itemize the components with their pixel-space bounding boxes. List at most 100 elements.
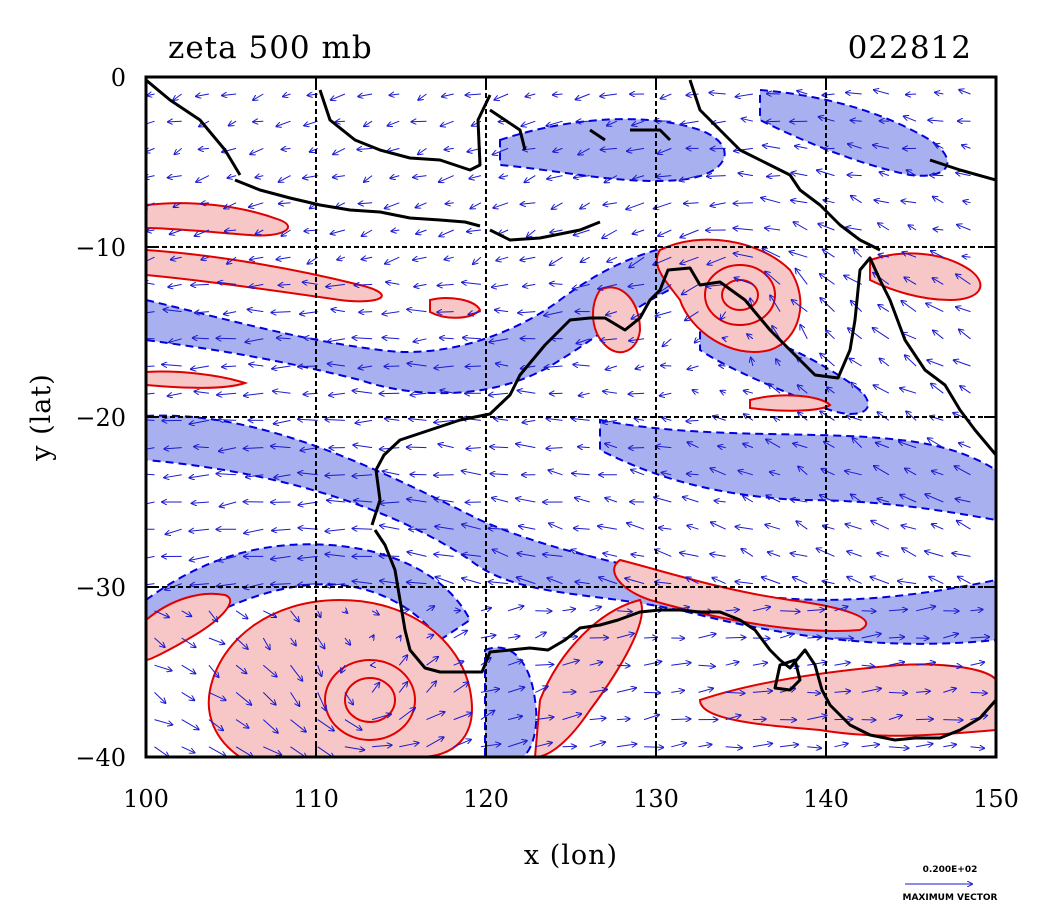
wind-vector [734, 148, 753, 151]
wind-vector [725, 715, 741, 721]
wind-vector [222, 366, 237, 367]
wind-vector [516, 498, 536, 503]
wind-vector [725, 637, 746, 638]
wind-vector [326, 284, 345, 286]
wind-vector [789, 252, 808, 258]
wind-vector [957, 225, 971, 231]
wind-vector [846, 524, 862, 530]
wind-vector [698, 634, 716, 639]
wind-vector [744, 391, 754, 394]
wind-vector [603, 553, 618, 556]
wind-vector [345, 611, 347, 613]
wind-vector [380, 393, 400, 394]
wind-vector [190, 584, 209, 586]
wind-vector [441, 120, 454, 126]
wind-vector [520, 257, 536, 260]
wind-vector [195, 229, 210, 236]
wind-vector [235, 719, 248, 728]
wind-vector [955, 466, 971, 476]
wind-vector [693, 390, 699, 393]
wind-vector [516, 444, 536, 449]
wind-vector [273, 391, 291, 393]
wind-vector [521, 203, 536, 204]
wind-vector [770, 472, 781, 475]
wind-vector [154, 746, 169, 757]
wind-vector [656, 311, 672, 316]
wind-vector [874, 385, 890, 394]
contour-ring [344, 677, 396, 723]
wind-vector [734, 203, 753, 204]
wind-vector [526, 94, 536, 97]
wind-vector [723, 338, 726, 339]
wind-vector [442, 94, 454, 97]
wind-vector [661, 365, 672, 366]
wind-vector [358, 94, 373, 97]
wind-vector [598, 283, 618, 288]
wind-vector [926, 303, 944, 313]
wind-vector [768, 552, 781, 557]
wind-vector [817, 170, 835, 177]
wind-vector [826, 331, 835, 340]
wind-vector [943, 665, 961, 666]
wind-vector [807, 692, 820, 693]
wind-vector [752, 691, 772, 693]
wind-vector [573, 364, 590, 366]
wind-vector [709, 93, 726, 94]
wind-vector [907, 170, 917, 177]
wind-vector [718, 446, 726, 448]
tick-marks [145, 76, 997, 758]
wind-vector [331, 229, 346, 234]
wind-vector [181, 610, 192, 616]
wind-vector [931, 384, 944, 394]
wind-vector [507, 687, 524, 693]
wind-vector [190, 419, 209, 424]
wind-vector [848, 144, 862, 149]
wind-vector [490, 474, 509, 475]
wind-vector [791, 200, 808, 203]
wind-vector [201, 257, 210, 259]
wind-vector [807, 715, 826, 721]
wind-vector [686, 577, 699, 585]
wind-vector [902, 252, 917, 258]
wind-vector [489, 528, 509, 529]
wind-vector [644, 692, 660, 693]
wind-vector [208, 637, 225, 644]
wind-vector [344, 719, 362, 730]
wind-vector [398, 655, 407, 666]
wind-vector [217, 584, 237, 587]
wind-vector [721, 391, 726, 393]
wind-vector [507, 606, 523, 612]
wind-vector [317, 637, 325, 648]
wind-vector [364, 175, 373, 182]
wind-vector [518, 391, 536, 394]
wind-vector [935, 144, 944, 148]
wind-vector [196, 175, 210, 182]
wind-vector [439, 175, 454, 182]
wind-vector [298, 556, 318, 558]
wind-vector [902, 333, 917, 340]
wind-vector [735, 527, 753, 530]
wind-vector [290, 692, 300, 706]
wind-vector [956, 173, 971, 176]
wind-vector [426, 681, 437, 693]
wind-vector [271, 446, 291, 448]
wind-vector [943, 688, 956, 693]
wind-vector [766, 121, 781, 122]
wind-vector [331, 309, 345, 311]
wind-vector [600, 94, 617, 96]
wind-vector [244, 528, 264, 533]
wind-vector [208, 664, 219, 677]
wind-vector [146, 392, 155, 395]
wind-vector [725, 692, 745, 693]
wind-vector [146, 583, 155, 586]
wind-vector [407, 499, 427, 502]
wind-vector [888, 662, 904, 665]
wind-vector [931, 251, 944, 258]
wind-vector [698, 744, 712, 746]
wind-vector [820, 495, 835, 503]
wind-vector [736, 94, 753, 97]
wind-vector [743, 496, 754, 503]
wind-vector [208, 746, 226, 756]
wind-vector [235, 692, 251, 704]
y-tick-label: −30 [75, 574, 126, 602]
